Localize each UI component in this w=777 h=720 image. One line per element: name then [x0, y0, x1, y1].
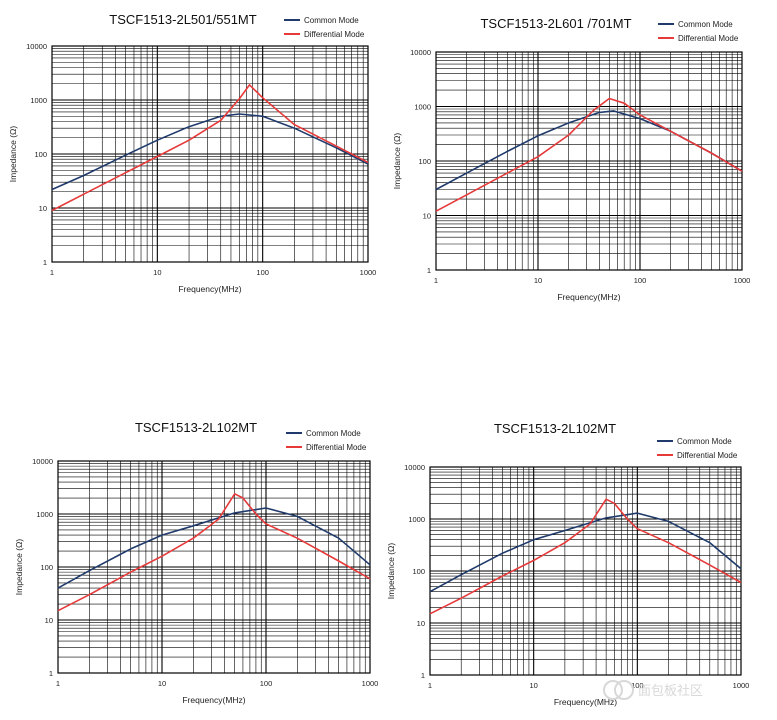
- plot-frame: [429, 466, 742, 676]
- y-tick-label: 10000: [26, 42, 47, 51]
- y-axis-label: Impedance (Ω): [392, 133, 402, 190]
- chart-legend: Common Mode Differential Mode: [657, 437, 738, 460]
- y-tick-label: 100: [34, 150, 47, 159]
- series-line-common-mode: [57, 507, 371, 589]
- series-line-differential-mode: [57, 492, 371, 612]
- series-line-common-mode: [429, 512, 742, 593]
- legend-label: Differential Mode: [304, 30, 365, 39]
- y-tick-label: 10000: [32, 457, 53, 466]
- plot-frame: [51, 45, 369, 263]
- chart-title: TSCF1513-2L102MT: [135, 420, 257, 435]
- legend-label: Common Mode: [678, 20, 733, 29]
- chart-3: TSCF1513-2L102MT 1 10 100 1000 1 10 100 1000 1000…: [14, 420, 378, 705]
- x-axis-label: Frequency(MHz): [182, 695, 245, 705]
- x-axis-label: Frequency(MHz): [554, 697, 617, 707]
- chart-grid: [58, 461, 370, 673]
- chart-4: TSCF1513-2L102MT 1 10 100 1000 1 10 100 1000 1000…: [386, 421, 749, 707]
- y-tick-label: 1000: [36, 510, 53, 519]
- y-axis-label: Impedance (Ω): [14, 539, 24, 596]
- x-tick-label: 1: [50, 268, 54, 277]
- y-tick-label: 1000: [414, 103, 431, 112]
- y-tick-label: 10: [417, 619, 425, 628]
- x-tick-label: 1000: [362, 679, 379, 688]
- chart-grid: [52, 46, 368, 262]
- y-tick-label: 1: [43, 258, 47, 267]
- x-axis-label: Frequency(MHz): [178, 284, 241, 294]
- x-tick-label: 100: [631, 681, 644, 690]
- y-tick-label: 1: [421, 671, 425, 680]
- y-tick-label: 100: [40, 563, 53, 572]
- plot-frame: [57, 460, 371, 674]
- legend-label: Common Mode: [304, 16, 359, 25]
- y-tick-label: 100: [418, 157, 431, 166]
- x-tick-label: 1: [56, 679, 60, 688]
- plot-frame: [435, 51, 743, 271]
- x-tick-label: 10: [153, 268, 161, 277]
- y-tick-label: 1: [49, 669, 53, 678]
- chart-title: TSCF1513-2L601 /701MT: [480, 16, 631, 31]
- x-tick-label: 10: [529, 681, 537, 690]
- y-tick-label: 10: [45, 616, 53, 625]
- y-tick-label: 1000: [408, 515, 425, 524]
- chart-2: TSCF1513-2L601 /701MT 1 10 100 1000 1 10 100 100…: [392, 16, 750, 302]
- legend-label: Differential Mode: [678, 34, 739, 43]
- chart-1: TSCF1513-2L501/551MT 1 10 100 1000 1 10 100 1000…: [8, 12, 376, 294]
- legend-label: Differential Mode: [677, 451, 738, 460]
- x-tick-label: 100: [634, 276, 647, 285]
- chart-title: TSCF1513-2L102MT: [494, 421, 616, 436]
- x-tick-label: 1000: [733, 681, 750, 690]
- x-tick-label: 100: [260, 679, 273, 688]
- y-tick-label: 1000: [30, 96, 47, 105]
- y-axis-label: Impedance (Ω): [8, 126, 18, 183]
- legend-label: Common Mode: [677, 437, 732, 446]
- y-tick-label: 10: [423, 212, 431, 221]
- x-tick-label: 1: [434, 276, 438, 285]
- chart-title: TSCF1513-2L501/551MT: [109, 12, 256, 27]
- y-tick-label: 10: [39, 204, 47, 213]
- series-line-differential-mode: [429, 498, 742, 615]
- x-tick-label: 100: [256, 268, 269, 277]
- series-line-differential-mode: [51, 84, 369, 212]
- y-tick-label: 10000: [410, 48, 431, 57]
- y-tick-label: 10000: [404, 463, 425, 472]
- x-tick-label: 10: [534, 276, 542, 285]
- chart-legend: Common Mode Differential Mode: [658, 20, 739, 43]
- x-tick-label: 1: [428, 681, 432, 690]
- legend-label: Common Mode: [306, 429, 361, 438]
- y-tick-label: 1: [427, 266, 431, 275]
- x-axis-label: Frequency(MHz): [557, 292, 620, 302]
- x-tick-label: 10: [158, 679, 166, 688]
- y-axis-label: Impedance (Ω): [386, 543, 396, 600]
- series-line-common-mode: [51, 113, 369, 191]
- chart-legend: Common Mode Differential Mode: [286, 429, 367, 452]
- chart-grid: [436, 52, 742, 270]
- legend-label: Differential Mode: [306, 443, 367, 452]
- y-tick-label: 100: [412, 567, 425, 576]
- x-tick-label: 1000: [360, 268, 377, 277]
- watermark-logo-icon: [603, 680, 634, 700]
- watermark-text: 面包板社区: [638, 683, 703, 698]
- chart-legend: Common Mode Differential Mode: [284, 16, 365, 39]
- watermark: 面包板社区: [603, 680, 703, 700]
- series-line-differential-mode: [435, 97, 743, 212]
- x-tick-label: 1000: [734, 276, 751, 285]
- chart-grid: [430, 467, 741, 675]
